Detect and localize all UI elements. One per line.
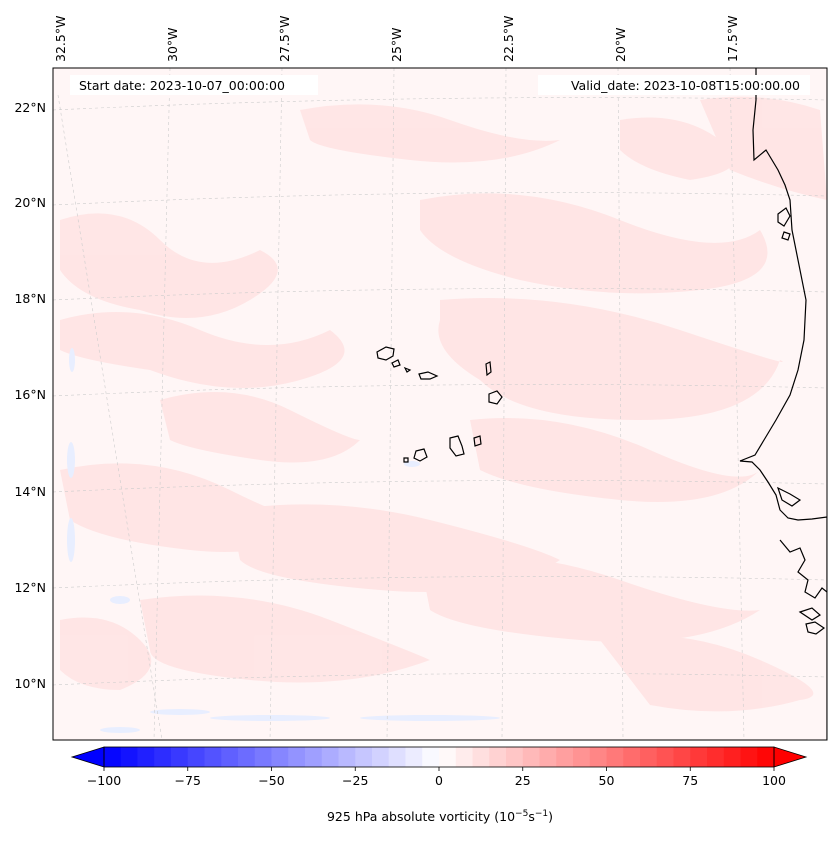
colorbar-tick-label: 100 [762,773,786,788]
lon-label-17-5w: 17.5°W [725,16,740,62]
map-frame [52,67,828,741]
longitude-labels: 32.5°W 30°W 27.5°W 25°W 22.5°W 20°W 17.5… [53,16,740,62]
colorbar-segment [556,747,574,767]
colorbar-segment [305,747,323,767]
colorbar-tick-label: 25 [515,773,531,788]
colorbar-segment [472,747,490,767]
colorbar-segment [489,747,507,767]
colorbar-tick-label: 75 [682,773,698,788]
latitude-labels: 22°N 20°N 18°N 16°N 14°N 12°N 10°N [14,100,46,691]
island-santo-antao [376,346,395,361]
colorbar-segment [254,747,272,767]
start-date-box [70,75,318,95]
colorbar-segment [405,747,423,767]
colorbar-segment [120,747,138,767]
colorbar-segment [422,747,440,767]
colorbar-segment [573,747,591,767]
colorbar-label-exp2: −1 [535,809,548,819]
lat-label-10n: 10°N [14,676,46,691]
colorbar-segment [321,747,339,767]
negative-vorticity-patches [67,348,500,733]
colorbar-label: 925 hPa absolute vorticity (10−5s−1) [327,809,553,824]
start-date-label: Start date: 2023-10-07_00:00:00 [79,78,285,93]
colorbar-segment [539,747,557,767]
colorbar-label-exp1: −5 [515,809,528,819]
lat-label-22n: 22°N [14,100,46,115]
colorbar-segment [187,747,205,767]
lat-label-18n: 18°N [14,291,46,306]
colorbar-tick-label: −75 [175,773,201,788]
colorbar-segment [707,747,725,767]
colorbar-segment [372,747,390,767]
colorbar-min-extend-arrow [70,746,105,768]
lon-label-22-5w: 22.5°W [501,16,516,62]
colorbar-tick-label: −50 [258,773,284,788]
colorbar-label-mid: s [528,809,535,824]
colorbar-segment [740,747,758,767]
colorbar-segment [522,747,540,767]
colorbar-label-suffix: ) [548,809,553,824]
africa-coastline [739,68,827,740]
lon-label-25w: 25°W [389,27,404,62]
colorbar-segment [589,747,607,767]
colorbar: −100 −75 −50 −25 0 25 50 75 100 925 hPa absolute… [70,746,808,824]
colorbar-segment [355,747,373,767]
colorbar-segment [154,747,172,767]
colorbar-tick-label: 0 [435,773,443,788]
graticule [53,68,827,740]
colorbar-segment [623,747,641,767]
lat-label-20n: 20°N [14,195,46,210]
colorbar-tick-label: 50 [599,773,615,788]
colorbar-segment [455,747,473,767]
colorbar-segments [104,747,775,767]
colorbar-segment [221,747,239,767]
colorbar-segment [656,747,674,767]
lon-label-30w: 30°W [165,27,180,62]
lon-label-27-5w: 27.5°W [277,16,292,62]
map-panel [53,68,827,740]
colorbar-segment [288,747,306,767]
colorbar-segment [439,747,457,767]
lat-label-14n: 14°N [14,484,46,499]
valid-date-label: Valid_date: 2023-10-08T15:00:00.00 [571,78,800,93]
colorbar-segment [690,747,708,767]
lon-label-20w: 20°W [613,27,628,62]
coastlines [376,68,827,740]
colorbar-segment [171,747,189,767]
colorbar-ticks: −100 −75 −50 −25 0 25 50 75 100 [87,767,786,788]
lat-label-12n: 12°N [14,580,46,595]
colorbar-segment [606,747,624,767]
positive-vorticity-patches [60,96,827,712]
colorbar-segment [104,747,122,767]
colorbar-segment [673,747,691,767]
colorbar-segment [137,747,155,767]
colorbar-segment [338,747,356,767]
colorbar-segment [204,747,222,767]
valid-date-box [538,75,810,95]
lon-label-32-5w: 32.5°W [53,16,68,62]
colorbar-segment [640,747,658,767]
colorbar-segment [506,747,524,767]
colorbar-max-extend-arrow [773,746,808,768]
colorbar-label-prefix: 925 hPa absolute vorticity (10 [327,809,515,824]
lat-label-16n: 16°N [14,387,46,402]
colorbar-tick-label: −100 [87,773,121,788]
colorbar-tick-label: −25 [342,773,368,788]
colorbar-segment [271,747,289,767]
colorbar-segment [388,747,406,767]
colorbar-segment [757,747,775,767]
colorbar-segment [723,747,741,767]
colorbar-segment [238,747,256,767]
